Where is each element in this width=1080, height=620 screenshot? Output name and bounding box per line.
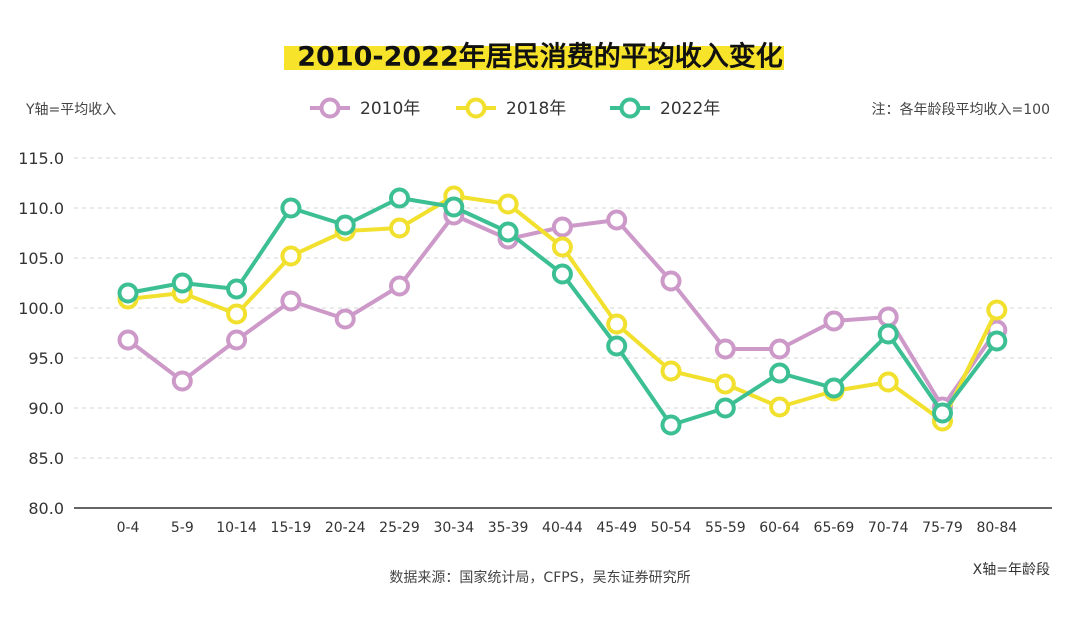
y-axis-ticks: 80.0 85.0 90.0 95.0 100.0 105.0 110.0 115.0	[18, 149, 64, 518]
y-tick-label: 110.0	[18, 199, 64, 218]
data-point	[932, 402, 953, 424]
data-point	[389, 187, 410, 209]
data-point	[660, 414, 682, 436]
y-tick-label: 85.0	[28, 449, 64, 468]
x-tick-label: 35-39	[488, 520, 529, 536]
data-point	[497, 221, 519, 243]
data-point	[606, 209, 628, 231]
data-point	[117, 329, 139, 351]
legend: 2010年 2018年 2022年	[310, 97, 720, 119]
x-tick-label: 30-34	[433, 520, 474, 536]
data-point	[606, 335, 628, 357]
data-point	[280, 197, 302, 219]
data-point	[171, 370, 193, 392]
data-point	[334, 214, 356, 236]
data-point	[986, 330, 1008, 352]
data-point	[986, 299, 1008, 321]
data-point	[551, 236, 573, 258]
x-tick-label: 65-69	[814, 520, 855, 536]
data-point	[714, 397, 736, 419]
x-tick-label: 20-24	[325, 520, 366, 536]
x-tick-label: 80-84	[976, 520, 1017, 536]
data-point	[280, 245, 302, 267]
gridlines	[74, 157, 1052, 459]
title-highlight	[284, 46, 784, 70]
x-tick-label: 45-49	[596, 520, 637, 536]
series-group	[117, 185, 1008, 436]
y-tick-label: 115.0	[18, 149, 64, 168]
y-tick-label: 90.0	[28, 399, 64, 418]
y-tick-label: 80.0	[28, 499, 64, 518]
data-point	[660, 360, 682, 382]
legend-marker	[465, 97, 487, 119]
legend-marker	[619, 97, 641, 119]
x-tick-label: 50-54	[651, 520, 692, 536]
x-tick-label: 0-4	[117, 520, 140, 536]
series-2010年	[117, 204, 1008, 418]
legend-label: 2010年	[360, 99, 420, 119]
data-point	[171, 272, 193, 294]
legend-label: 2022年	[660, 99, 720, 119]
data-point	[877, 371, 899, 393]
legend-marker	[319, 97, 341, 119]
data-point	[714, 338, 736, 360]
data-point	[226, 329, 248, 351]
data-point	[660, 270, 682, 292]
data-point	[877, 306, 899, 328]
data-point	[823, 377, 845, 399]
y-tick-label: 105.0	[18, 249, 64, 268]
x-tick-label: 60-64	[759, 520, 800, 536]
x-tick-label: 40-44	[542, 520, 583, 536]
data-point	[334, 308, 356, 330]
data-point	[497, 193, 519, 215]
data-point	[823, 310, 845, 332]
x-tick-label: 55-59	[705, 520, 746, 536]
data-point	[117, 282, 139, 304]
x-tick-label: 70-74	[868, 520, 909, 536]
data-point	[226, 303, 248, 325]
y-tick-label: 100.0	[18, 299, 64, 318]
x-tick-label: 15-19	[271, 520, 312, 536]
data-point	[714, 373, 736, 395]
data-point	[769, 338, 791, 360]
x-tick-label: 5-9	[171, 520, 194, 536]
x-tick-label: 25-29	[379, 520, 420, 536]
legend-item: 2022年	[610, 97, 720, 119]
data-point	[551, 263, 573, 285]
data-point	[551, 216, 573, 238]
data-point	[606, 313, 628, 335]
x-axis-ticks: 0-4 5-9 10-14 15-19 20-24 25-29 30-34 35-39 40-4…	[117, 520, 1018, 536]
data-point	[226, 278, 248, 300]
y-axis-label: Y轴=平均收入	[25, 102, 116, 118]
chart-title: 2010-2022年居民消费的平均收入变化	[297, 41, 783, 73]
x-tick-label: 75-79	[922, 520, 963, 536]
y-tick-label: 95.0	[28, 349, 64, 368]
data-point	[769, 396, 791, 418]
legend-label: 2018年	[506, 99, 566, 119]
source-text: 数据来源：国家统计局，CFPS，吴东证券研究所	[389, 569, 690, 586]
legend-item: 2010年	[310, 97, 420, 119]
x-axis-label: X轴=年龄段	[973, 562, 1050, 578]
note-text: 注：各年龄段平均收入=100	[872, 102, 1050, 118]
series-2022年	[117, 187, 1008, 436]
data-point	[389, 275, 410, 297]
data-point	[769, 362, 791, 384]
data-point	[877, 323, 899, 345]
x-tick-label: 10-14	[216, 520, 257, 536]
data-point	[443, 196, 465, 218]
legend-item: 2018年	[456, 97, 566, 119]
data-point	[280, 290, 302, 312]
data-point	[389, 217, 410, 239]
